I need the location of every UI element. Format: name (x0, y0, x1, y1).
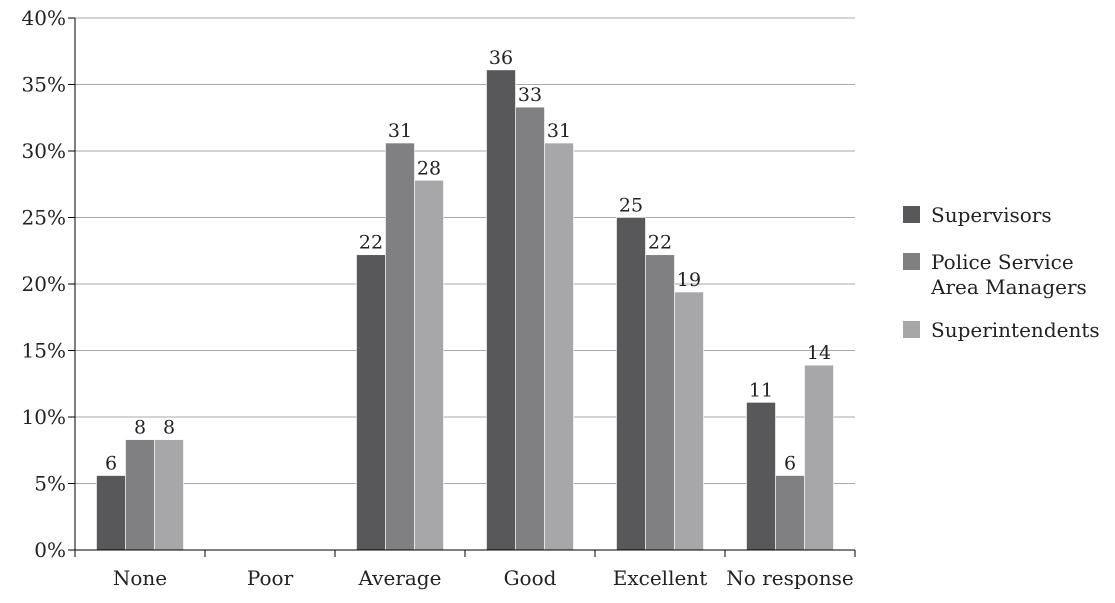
bar-data-label: 33 (518, 84, 542, 106)
bar-data-label: 31 (547, 120, 571, 142)
bar (616, 217, 646, 551)
legend-swatch (903, 253, 920, 270)
bar-data-label: 14 (807, 342, 831, 364)
bar (125, 439, 155, 551)
x-tick-label: Average (358, 566, 442, 590)
bar (515, 106, 545, 551)
bar-data-label: 8 (163, 417, 175, 439)
x-tick-label: Excellent (613, 566, 707, 590)
bar-data-label: 19 (677, 269, 701, 291)
bar-data-label: 22 (359, 232, 383, 254)
x-axis-tick-labels: None Poor Average Good Excellent No response (113, 566, 854, 590)
y-tick-label: 35% (22, 73, 66, 97)
x-tick-label: Good (504, 566, 557, 590)
y-tick-label: 10% (22, 405, 66, 429)
bar (356, 254, 386, 551)
bar-data-label: 11 (749, 379, 773, 401)
y-axis-tick-labels: 0% 5% 10% 15% 20% 25% 30% 35% 40% (22, 6, 66, 562)
legend-label: Police Service (931, 250, 1074, 274)
x-tick-label: Poor (247, 566, 294, 590)
x-tick-label: No response (726, 566, 853, 590)
y-tick-label: 30% (22, 139, 66, 163)
bar (674, 291, 704, 551)
x-tick-label: None (113, 566, 167, 590)
bar (96, 475, 126, 551)
bar-data-label: 28 (417, 157, 441, 179)
gridlines (75, 17, 855, 484)
bar (804, 364, 834, 551)
bar (414, 179, 444, 551)
legend-swatch (903, 206, 920, 223)
bar-data-label: 22 (648, 232, 672, 254)
y-tick-label: 20% (22, 272, 66, 296)
bar (746, 402, 776, 551)
bar (775, 475, 805, 551)
bar (385, 142, 415, 551)
bar-data-label: 6 (784, 453, 796, 475)
y-tick-label: 15% (22, 339, 66, 363)
bar-data-label: 25 (619, 195, 643, 217)
bars (96, 69, 834, 551)
y-tick-label: 0% (34, 538, 66, 562)
bar (544, 142, 574, 551)
axes (68, 17, 856, 557)
legend-label: Superintendents (931, 318, 1100, 342)
bar (154, 439, 184, 551)
bar-data-label: 6 (105, 453, 117, 475)
y-tick-label: 40% (22, 6, 66, 30)
legend-swatch (903, 321, 920, 338)
bar (645, 254, 675, 551)
y-tick-label: 5% (34, 472, 66, 496)
y-tick-label: 25% (22, 206, 66, 230)
bar-data-label: 36 (489, 47, 513, 69)
legend-label: Supervisors (931, 203, 1052, 227)
legend-label: Area Managers (930, 275, 1087, 299)
bar-data-label: 8 (134, 417, 146, 439)
bar-data-label: 31 (388, 120, 412, 142)
bar (486, 69, 516, 551)
